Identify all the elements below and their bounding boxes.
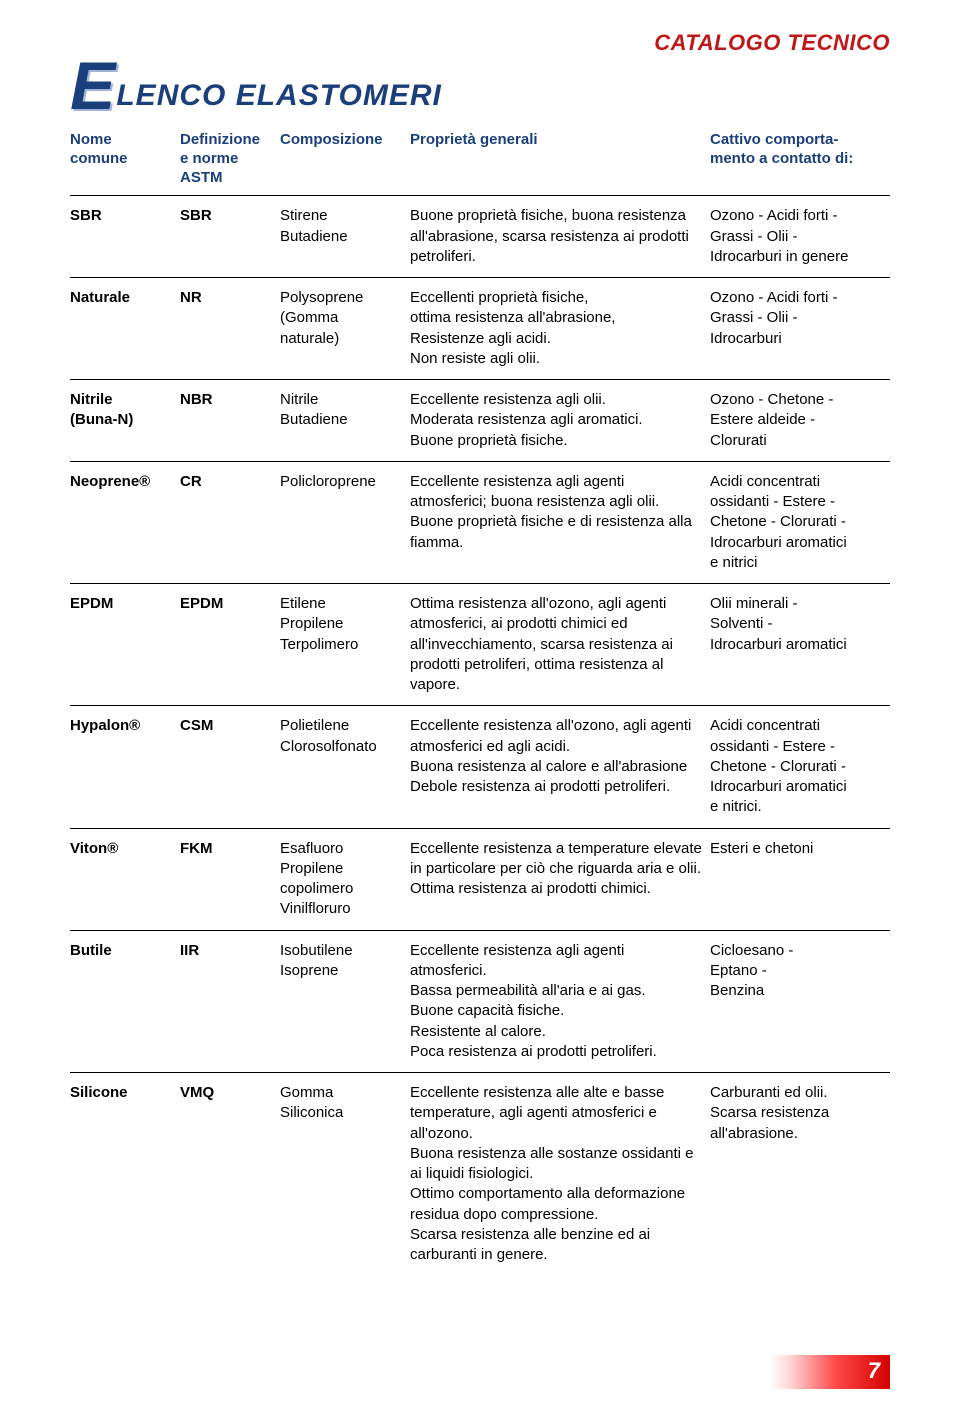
cell-properties: Buone proprietà fisiche, buona resistenz… — [410, 196, 710, 278]
cell-name: SBR — [70, 196, 180, 278]
cell-bad-contact: Acidi concentratiossidanti - Estere -Che… — [710, 706, 890, 828]
cell-name: Hypalon® — [70, 706, 180, 828]
cell-composition: Polysoprene(Gommanaturale) — [280, 278, 410, 380]
cell-bad-contact: Esteri e chetoni — [710, 828, 890, 930]
table-row: SBRSBRStireneButadieneBuone proprietà fi… — [70, 196, 890, 278]
table-row: NaturaleNRPolysoprene(Gommanaturale)Ecce… — [70, 278, 890, 380]
cell-composition: PolietileneClorosolfonato — [280, 706, 410, 828]
col-bad-contact: Cattivo comporta-mento a contatto di: — [710, 127, 890, 196]
cell-bad-contact: Ozono - Chetone -Estere aldeide -Clorura… — [710, 380, 890, 462]
cell-properties: Ottima resistenza all'ozono, agli agenti… — [410, 584, 710, 706]
table-row: Viton®FKMEsafluoroPropilenecopolimeroVin… — [70, 828, 890, 930]
cell-bad-contact: Carburanti ed olii.Scarsa resistenzaall'… — [710, 1073, 890, 1276]
cell-name: Silicone — [70, 1073, 180, 1276]
cell-astm: CR — [180, 461, 280, 583]
cell-name: Butile — [70, 930, 180, 1073]
col-name: Nomecomune — [70, 127, 180, 196]
table-row: Neoprene®CRPolicloropreneEccellente resi… — [70, 461, 890, 583]
col-composition: Composizione — [280, 127, 410, 196]
page-number: 7 — [868, 1358, 880, 1384]
table-row: Hypalon®CSMPolietileneClorosolfonatoEcce… — [70, 706, 890, 828]
cell-bad-contact: Ozono - Acidi forti -Grassi - Olii -Idro… — [710, 278, 890, 380]
col-properties: Proprietà generali — [410, 127, 710, 196]
cell-composition: GommaSiliconica — [280, 1073, 410, 1276]
cell-composition: Policloroprene — [280, 461, 410, 583]
cell-astm: SBR — [180, 196, 280, 278]
page-number-badge: 7 — [770, 1355, 890, 1389]
cell-astm: EPDM — [180, 584, 280, 706]
elastomer-table: Nomecomune Definizionee norme ASTM Compo… — [70, 127, 890, 1275]
cell-name: Naturale — [70, 278, 180, 380]
cell-composition: NitrileButadiene — [280, 380, 410, 462]
page-title: ELENCO ELASTOMERI — [70, 62, 890, 113]
table-row: ButileIIRIsobutileneIsopreneEccellente r… — [70, 930, 890, 1073]
table-row: SiliconeVMQGommaSiliconicaEccellente res… — [70, 1073, 890, 1276]
cell-astm: NBR — [180, 380, 280, 462]
cell-composition: EtilenePropileneTerpolimero — [280, 584, 410, 706]
cell-properties: Eccellente resistenza agli olii.Moderata… — [410, 380, 710, 462]
cell-name: EPDM — [70, 584, 180, 706]
page: CATALOGO TECNICO ELENCO ELASTOMERI Nomec… — [0, 0, 960, 1419]
cell-properties: Eccellenti proprietà fisiche,ottima resi… — [410, 278, 710, 380]
col-astm: Definizionee norme ASTM — [180, 127, 280, 196]
table-row: EPDMEPDMEtilenePropileneTerpolimeroOttim… — [70, 584, 890, 706]
cell-name: Neoprene® — [70, 461, 180, 583]
cell-composition: IsobutileneIsoprene — [280, 930, 410, 1073]
cell-astm: VMQ — [180, 1073, 280, 1276]
cell-properties: Eccellente resistenza all'ozono, agli ag… — [410, 706, 710, 828]
cell-astm: CSM — [180, 706, 280, 828]
cell-astm: NR — [180, 278, 280, 380]
cell-name: Nitrile(Buna-N) — [70, 380, 180, 462]
cell-bad-contact: Olii minerali -Solventi -Idrocarburi aro… — [710, 584, 890, 706]
cell-bad-contact: Cicloesano -Eptano -Benzina — [710, 930, 890, 1073]
cell-composition: StireneButadiene — [280, 196, 410, 278]
catalog-header: CATALOGO TECNICO — [70, 30, 890, 56]
cell-bad-contact: Ozono - Acidi forti -Grassi - Olii -Idro… — [710, 196, 890, 278]
title-rest: LENCO ELASTOMERI — [116, 79, 441, 112]
cell-astm: FKM — [180, 828, 280, 930]
title-dropcap: E — [70, 66, 116, 107]
cell-bad-contact: Acidi concentratiossidanti - Estere -Che… — [710, 461, 890, 583]
cell-properties: Eccellente resistenza a temperature elev… — [410, 828, 710, 930]
table-row: Nitrile(Buna-N)NBRNitrileButadieneEccell… — [70, 380, 890, 462]
cell-properties: Eccellente resistenza agli agenti atmosf… — [410, 930, 710, 1073]
table-body: SBRSBRStireneButadieneBuone proprietà fi… — [70, 196, 890, 1276]
cell-name: Viton® — [70, 828, 180, 930]
cell-properties: Eccellente resistenza agli agenti atmosf… — [410, 461, 710, 583]
cell-astm: IIR — [180, 930, 280, 1073]
cell-composition: EsafluoroPropilenecopolimeroVinilfloruro — [280, 828, 410, 930]
cell-properties: Eccellente resistenza alle alte e basse … — [410, 1073, 710, 1276]
table-header: Nomecomune Definizionee norme ASTM Compo… — [70, 127, 890, 196]
